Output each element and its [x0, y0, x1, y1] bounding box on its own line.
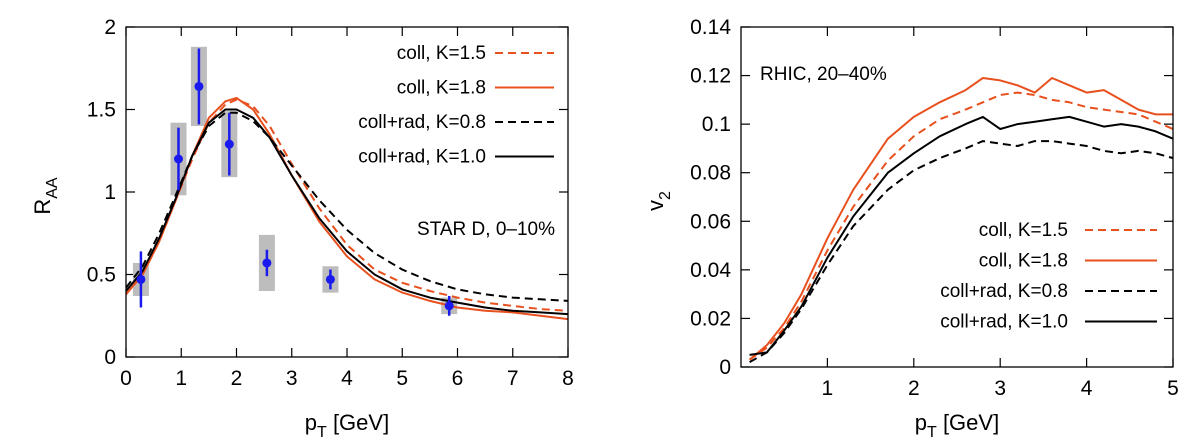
- y-axis-label-sub: 2: [657, 191, 674, 200]
- y-tick-label: 0.06: [690, 210, 731, 233]
- x-axis-label-unit: [GeV]: [327, 410, 389, 435]
- plot-frame: [740, 26, 1174, 368]
- x-axis-label-main: p: [915, 410, 927, 435]
- y-axis-label-main: v: [643, 200, 668, 211]
- series-line: [126, 111, 568, 302]
- y-axis-label-main: R: [30, 199, 55, 215]
- legend-label: coll, K=1.8: [979, 251, 1068, 272]
- plot-area: [748, 77, 1173, 363]
- x-axis-label-sub: T: [927, 424, 937, 441]
- x-tick-label: 1: [822, 377, 834, 400]
- y-tick-label: 0: [104, 346, 116, 369]
- x-tick-label: 4: [1081, 377, 1093, 400]
- plot-area: [126, 46, 568, 321]
- data-point: [224, 139, 234, 149]
- data-point: [194, 81, 204, 91]
- x-tick-label: 4: [341, 367, 353, 390]
- y-axis-label: v2: [643, 191, 674, 211]
- legend-label: coll+rad, K=1.0: [358, 147, 486, 168]
- x-axis-label-sub: T: [317, 424, 327, 441]
- x-tick-label: 2: [908, 377, 920, 400]
- y-tick-label: 0.12: [690, 65, 731, 88]
- data-point: [262, 258, 272, 268]
- data-point: [325, 274, 335, 284]
- x-tick-label: 3: [286, 367, 298, 390]
- x-tick-label: 5: [1167, 377, 1179, 400]
- annotation: RHIC, 20–40%: [760, 64, 887, 85]
- x-axis-label: pT [GeV]: [305, 410, 389, 441]
- v2-chart: 1 2 3 4 5 0 0.02 0.04 0.06 0.08 0.1 0.12 0.14 pT [GeV…: [643, 16, 1179, 441]
- x-tick-label: 0: [120, 367, 132, 390]
- y-tick-label: 0.02: [690, 307, 731, 330]
- y-tick-label: 0.1: [702, 113, 731, 136]
- x-axis-label-unit: [GeV]: [937, 410, 999, 435]
- data-point: [444, 301, 454, 311]
- y-tick-label: 1.5: [87, 99, 116, 122]
- series-line: [126, 96, 568, 321]
- legend-label: coll+rad, K=0.8: [358, 112, 486, 133]
- plot-frame: [125, 26, 569, 358]
- x-axis-label-main: p: [305, 410, 317, 435]
- x-tick-label: 8: [562, 367, 574, 390]
- y-tick-label: 1: [104, 181, 116, 204]
- x-tick-label: 2: [231, 367, 243, 390]
- legend-label: coll, K=1.5: [397, 43, 486, 64]
- y-tick-label: 0.5: [87, 264, 116, 287]
- data-point: [136, 274, 146, 284]
- x-tick-label: 7: [507, 367, 519, 390]
- y-tick-label: 0: [719, 356, 731, 379]
- series-line: [126, 98, 568, 312]
- x-tick-label: 6: [452, 367, 464, 390]
- series-line: [749, 140, 1173, 363]
- series-line: [126, 108, 568, 316]
- series-line: [748, 77, 1173, 361]
- data-point: [173, 154, 183, 164]
- legend-label: coll+rad, K=1.0: [940, 312, 1068, 333]
- y-tick-label: 0.04: [690, 259, 731, 282]
- x-tick-label: 1: [175, 367, 187, 390]
- y-tick-label: 0.08: [690, 162, 731, 185]
- legend-label: coll, K=1.8: [397, 78, 486, 99]
- y-axis-label-sub: AA: [44, 177, 61, 199]
- legend-label: coll+rad, K=0.8: [940, 281, 1068, 302]
- y-tick-label: 0.14: [690, 16, 731, 39]
- x-axis-label: pT [GeV]: [915, 410, 999, 441]
- raa-chart: 0 1 2 3 4 5 6 7 8 0 0.5 1 1.5 2 pT [GeV] RAA coll, K=1.5…: [30, 16, 574, 441]
- series-line: [749, 91, 1173, 361]
- legend-label: coll, K=1.5: [979, 220, 1068, 241]
- x-tick-label: 5: [396, 367, 408, 390]
- y-axis-label: RAA: [30, 177, 61, 215]
- series-line: [749, 115, 1173, 356]
- y-tick-label: 2: [104, 16, 116, 39]
- x-tick-label: 3: [994, 377, 1006, 400]
- annotation: STAR D, 0–10%: [417, 219, 555, 240]
